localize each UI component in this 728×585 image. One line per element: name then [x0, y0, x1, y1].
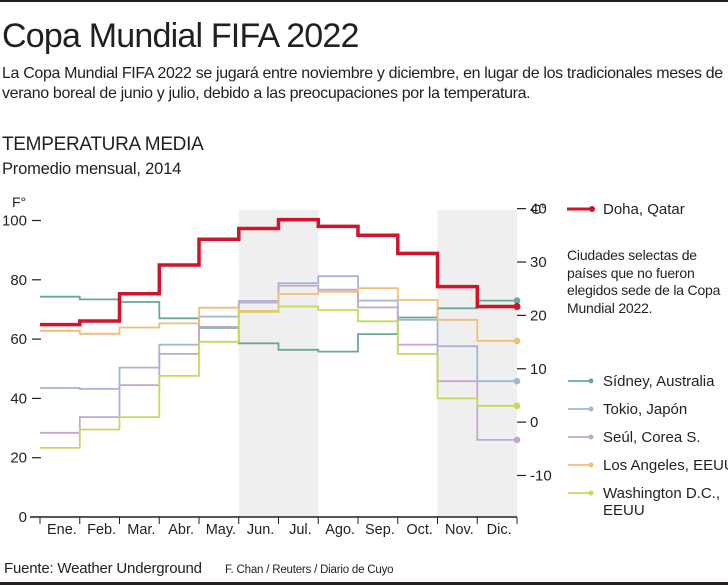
highlight-bands: [238, 210, 517, 517]
left-tick-label: 100: [2, 213, 27, 230]
left-tick-label: 40: [10, 390, 27, 407]
credit-text: F. Chan / Reuters / Diario de Cuyo: [225, 564, 394, 576]
month-label: Jul.: [289, 522, 312, 538]
page-title: Copa Mundial FIFA 2022: [2, 17, 359, 55]
month-label: Ene.: [47, 522, 77, 538]
month-label: Ago.: [325, 522, 355, 538]
series-end-dot: [513, 377, 521, 385]
right-tick-label: 20: [530, 307, 547, 324]
legend-label: Sídney, Australia: [603, 373, 715, 390]
legend-label: Doha, Qatar: [603, 201, 685, 218]
legend-label: Washington D.C.,: [603, 485, 720, 502]
series-line-los-angeles-eeuu: [40, 287, 517, 342]
source-text: Fuente: Weather Underground: [4, 560, 202, 577]
series-line-doha-qatar: [40, 217, 517, 327]
month-label: Abr.: [168, 522, 194, 538]
right-tick-label: 10: [530, 361, 547, 378]
bottom-rule: [0, 582, 728, 585]
series-end-dot: [513, 402, 521, 410]
left-tick-label: 80: [10, 272, 27, 289]
legend-dot: [588, 378, 594, 384]
month-label: May.: [206, 522, 236, 538]
right-axis-unit: C°: [531, 201, 547, 217]
series-line-washington-d-c-eeuu: [40, 305, 517, 449]
right-tick-label: 30: [530, 254, 547, 271]
series-end-dot: [513, 297, 521, 304]
legend-dot: [588, 434, 594, 440]
month-label: Sep.: [365, 522, 395, 538]
left-tick-label: 60: [10, 331, 27, 348]
month-label: Feb.: [87, 522, 116, 538]
legend-label: Tokio, Japón: [603, 401, 687, 418]
month-label: Jun.: [247, 522, 274, 538]
month-label: Oct.: [406, 522, 433, 538]
month-label: Nov.: [445, 522, 474, 538]
legend: Doha, Qatar Sídney, Australia Tokio, Japón…: [567, 201, 728, 519]
right-tick-label: 40: [530, 201, 547, 218]
chart-heading: TEMPERATURA MEDIA: [2, 134, 204, 155]
right-tick-label: 0: [530, 414, 538, 431]
legend-dot: [588, 406, 594, 412]
series-end-dot: [513, 436, 521, 444]
right-tick-label: -10: [530, 467, 552, 484]
chart-subtitle: Promedio mensual, 2014: [2, 160, 182, 178]
highlight-band: [238, 210, 319, 517]
top-rule: [0, 0, 728, 2]
series-lines: [40, 217, 521, 449]
legend-dot: [589, 206, 595, 212]
legend-label: Los Angeles, EEUU: [603, 457, 728, 474]
legend-note: Ciudades selectas de países que no fuero…: [567, 247, 721, 316]
legend-dot: [588, 490, 594, 496]
axes: F° 0 20 40 60 80 100 C° -10 0 10 20 30 40 Ene. Feb. Mar.…: [2, 194, 552, 538]
left-axis-unit: F°: [12, 194, 26, 210]
legend-dot: [588, 462, 594, 468]
month-label: Dic.: [487, 522, 512, 538]
series-end-dot: [513, 337, 521, 345]
legend-label: EEUU: [603, 502, 645, 519]
left-tick-label: 0: [19, 509, 27, 526]
series-end-dot: [513, 302, 521, 311]
left-tick-label: 20: [10, 450, 27, 467]
description: La Copa Mundial FIFA 2022 se jugará entr…: [2, 65, 723, 102]
month-label: Mar.: [127, 522, 155, 538]
legend-label: Seúl, Corea S.: [603, 429, 701, 446]
